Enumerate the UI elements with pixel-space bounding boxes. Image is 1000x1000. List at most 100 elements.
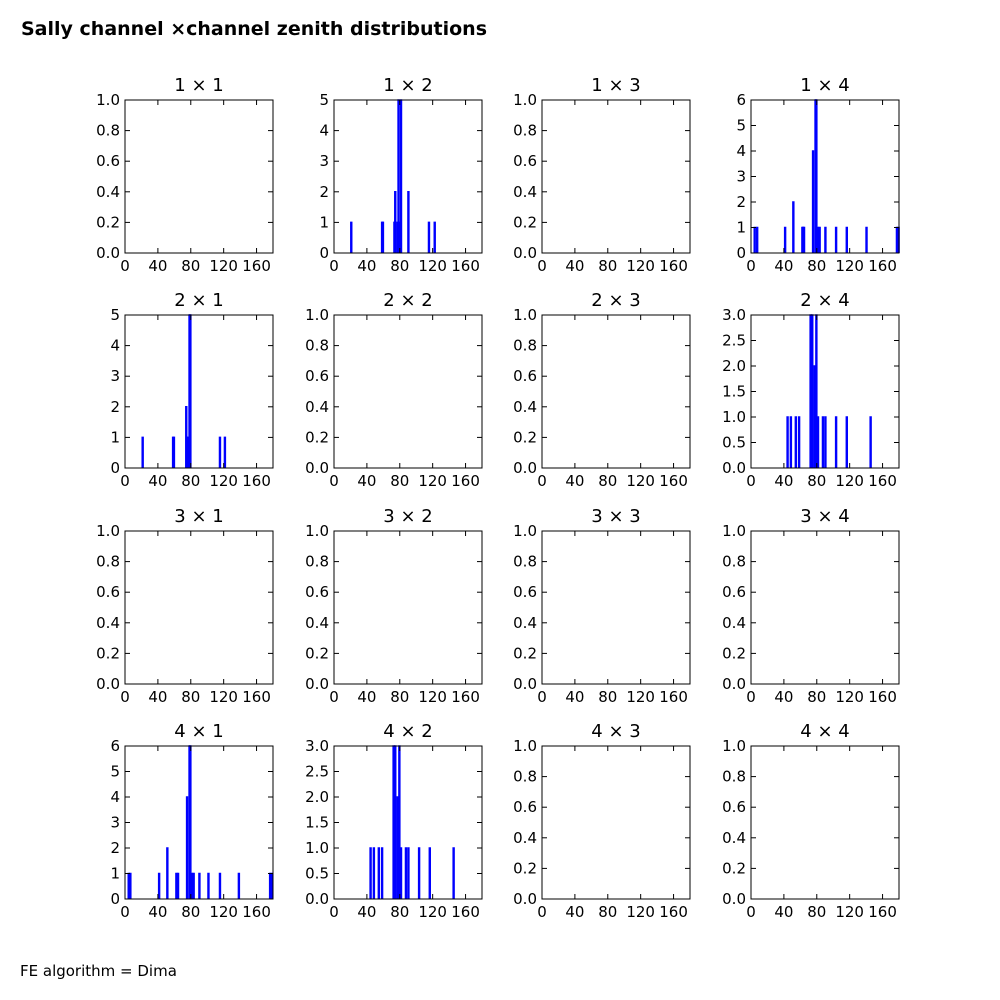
y-tick-label: 0.2 (513, 859, 537, 877)
x-tick-label: 160 (451, 257, 480, 275)
histogram-bar (189, 745, 192, 899)
subplot-title: 1 × 3 (591, 75, 640, 96)
x-tick-label: 40 (565, 903, 584, 921)
y-tick-label: 0.2 (96, 213, 120, 231)
y-tick-label: 0.8 (513, 337, 537, 355)
histogram-bar (753, 226, 756, 253)
histogram-bar (834, 226, 838, 253)
y-tick-label: 1.0 (513, 91, 537, 109)
x-tick-label: 120 (209, 688, 238, 706)
x-tick-label: 120 (209, 257, 238, 275)
y-tick-label: 0.4 (96, 614, 120, 632)
x-tick-label: 40 (148, 903, 167, 921)
histogram-bar (189, 314, 192, 468)
histogram-bar (399, 847, 403, 899)
figure-title: Sally channel ×channel zenith distributi… (21, 18, 488, 40)
y-tick-label: 0 (110, 890, 120, 908)
y-tick-label: 5 (110, 763, 120, 781)
histogram-bar (824, 226, 827, 253)
x-tick-label: 0 (329, 257, 339, 275)
histogram-bar (845, 226, 848, 253)
x-tick-label: 40 (565, 257, 584, 275)
histogram-bar (789, 416, 793, 468)
histogram-bar (372, 847, 376, 899)
x-tick-label: 40 (565, 688, 584, 706)
histogram-bar (809, 314, 812, 468)
x-tick-label: 80 (390, 903, 409, 921)
subplot-4-2: 4 × 2 0 40 80 120 160 0.0 0.5 1.0 1.5 2.0 2.5 3.0 (305, 721, 483, 921)
y-tick-label: 0.0 (96, 244, 120, 262)
histogram-bar (380, 847, 384, 899)
subplot-title: 3 × 3 (591, 506, 640, 527)
y-tick-label: 5 (319, 91, 329, 109)
y-tick-label: 5 (110, 306, 120, 324)
subplot-title: 2 × 2 (383, 290, 432, 311)
subplot-title: 2 × 4 (800, 290, 849, 311)
subplot-title: 3 × 2 (383, 506, 432, 527)
x-tick-label: 120 (209, 472, 238, 490)
x-tick-label: 160 (868, 903, 897, 921)
y-tick-label: 1.0 (513, 522, 537, 540)
histogram-bar (399, 99, 403, 253)
histogram-bar (755, 226, 759, 253)
subplot-2-4: 2 × 4 0 40 80 120 160 0.0 0.5 1.0 1.5 2.0 2.5 3.0 (722, 290, 900, 490)
y-tick-label: 6 (736, 91, 746, 109)
y-tick-label: 0.8 (513, 768, 537, 786)
x-tick-label: 160 (868, 472, 897, 490)
histogram-bar (815, 314, 818, 468)
y-tick-label: 6 (110, 737, 120, 755)
histogram-bar (237, 872, 241, 899)
y-tick-label: 0.0 (722, 459, 746, 477)
y-tick-label: 1.0 (96, 522, 120, 540)
subplot-4-1: 4 × 1 0 40 80 120 160 0 1 2 3 4 5 6 (110, 721, 274, 921)
histogram-bar (815, 99, 818, 253)
x-tick-label: 120 (626, 903, 655, 921)
x-tick-label: 80 (598, 903, 617, 921)
y-tick-label: 1.5 (722, 383, 746, 401)
x-tick-label: 80 (181, 688, 200, 706)
axes-frame (333, 530, 483, 685)
y-tick-label: 0.6 (513, 152, 537, 170)
histogram-bar (824, 416, 827, 468)
x-tick-label: 120 (835, 472, 864, 490)
histogram-bar (398, 221, 401, 253)
subplot-3-4: 3 × 4 0 40 80 120 160 0.0 0.2 0.4 0.6 0.8 1.0 (722, 506, 900, 706)
histogram-bar (433, 221, 436, 253)
x-tick-label: 80 (598, 688, 617, 706)
y-tick-label: 0.2 (513, 644, 537, 662)
subplot-title: 4 × 3 (591, 721, 640, 742)
subplot-1-2: 1 × 2 0 40 80 120 160 0 1 2 3 4 5 (319, 75, 483, 275)
x-tick-label: 160 (242, 472, 271, 490)
x-tick-label: 0 (329, 688, 339, 706)
x-tick-label: 160 (451, 903, 480, 921)
y-tick-label: 0.2 (513, 213, 537, 231)
x-tick-label: 0 (537, 688, 547, 706)
y-tick-label: 0.6 (722, 583, 746, 601)
histogram-bar (895, 226, 899, 253)
x-tick-label: 120 (835, 903, 864, 921)
y-tick-label: 0.8 (513, 122, 537, 140)
histogram-bar (185, 436, 189, 468)
x-tick-label: 80 (390, 688, 409, 706)
y-tick-label: 1.0 (305, 306, 329, 324)
x-tick-label: 0 (120, 257, 130, 275)
histogram-bar (218, 872, 222, 899)
y-tick-label: 0.4 (722, 614, 746, 632)
x-tick-label: 160 (659, 688, 688, 706)
y-tick-label: 0.0 (513, 244, 537, 262)
y-tick-label: 0.0 (513, 890, 537, 908)
subplot-title: 3 × 1 (174, 506, 223, 527)
y-tick-label: 0.6 (305, 367, 329, 385)
subplot-2-2: 2 × 2 0 40 80 120 160 0.0 0.2 0.4 0.6 0.8 1.0 (305, 290, 483, 490)
y-tick-label: 0 (319, 244, 329, 262)
y-tick-label: 0.6 (513, 798, 537, 816)
subplot-4-4: 4 × 4 0 40 80 120 160 0.0 0.2 0.4 0.6 0.8 1.0 (722, 721, 900, 921)
subplot-3-1: 3 × 1 0 40 80 120 160 0.0 0.2 0.4 0.6 0.8 1.0 (96, 506, 274, 706)
subplot-title: 2 × 1 (174, 290, 223, 311)
x-tick-label: 80 (598, 257, 617, 275)
y-tick-label: 0.8 (305, 337, 329, 355)
histogram-bar (407, 191, 410, 253)
x-tick-label: 120 (418, 688, 447, 706)
subplot-title: 1 × 4 (800, 75, 849, 96)
y-tick-label: 0.6 (96, 152, 120, 170)
